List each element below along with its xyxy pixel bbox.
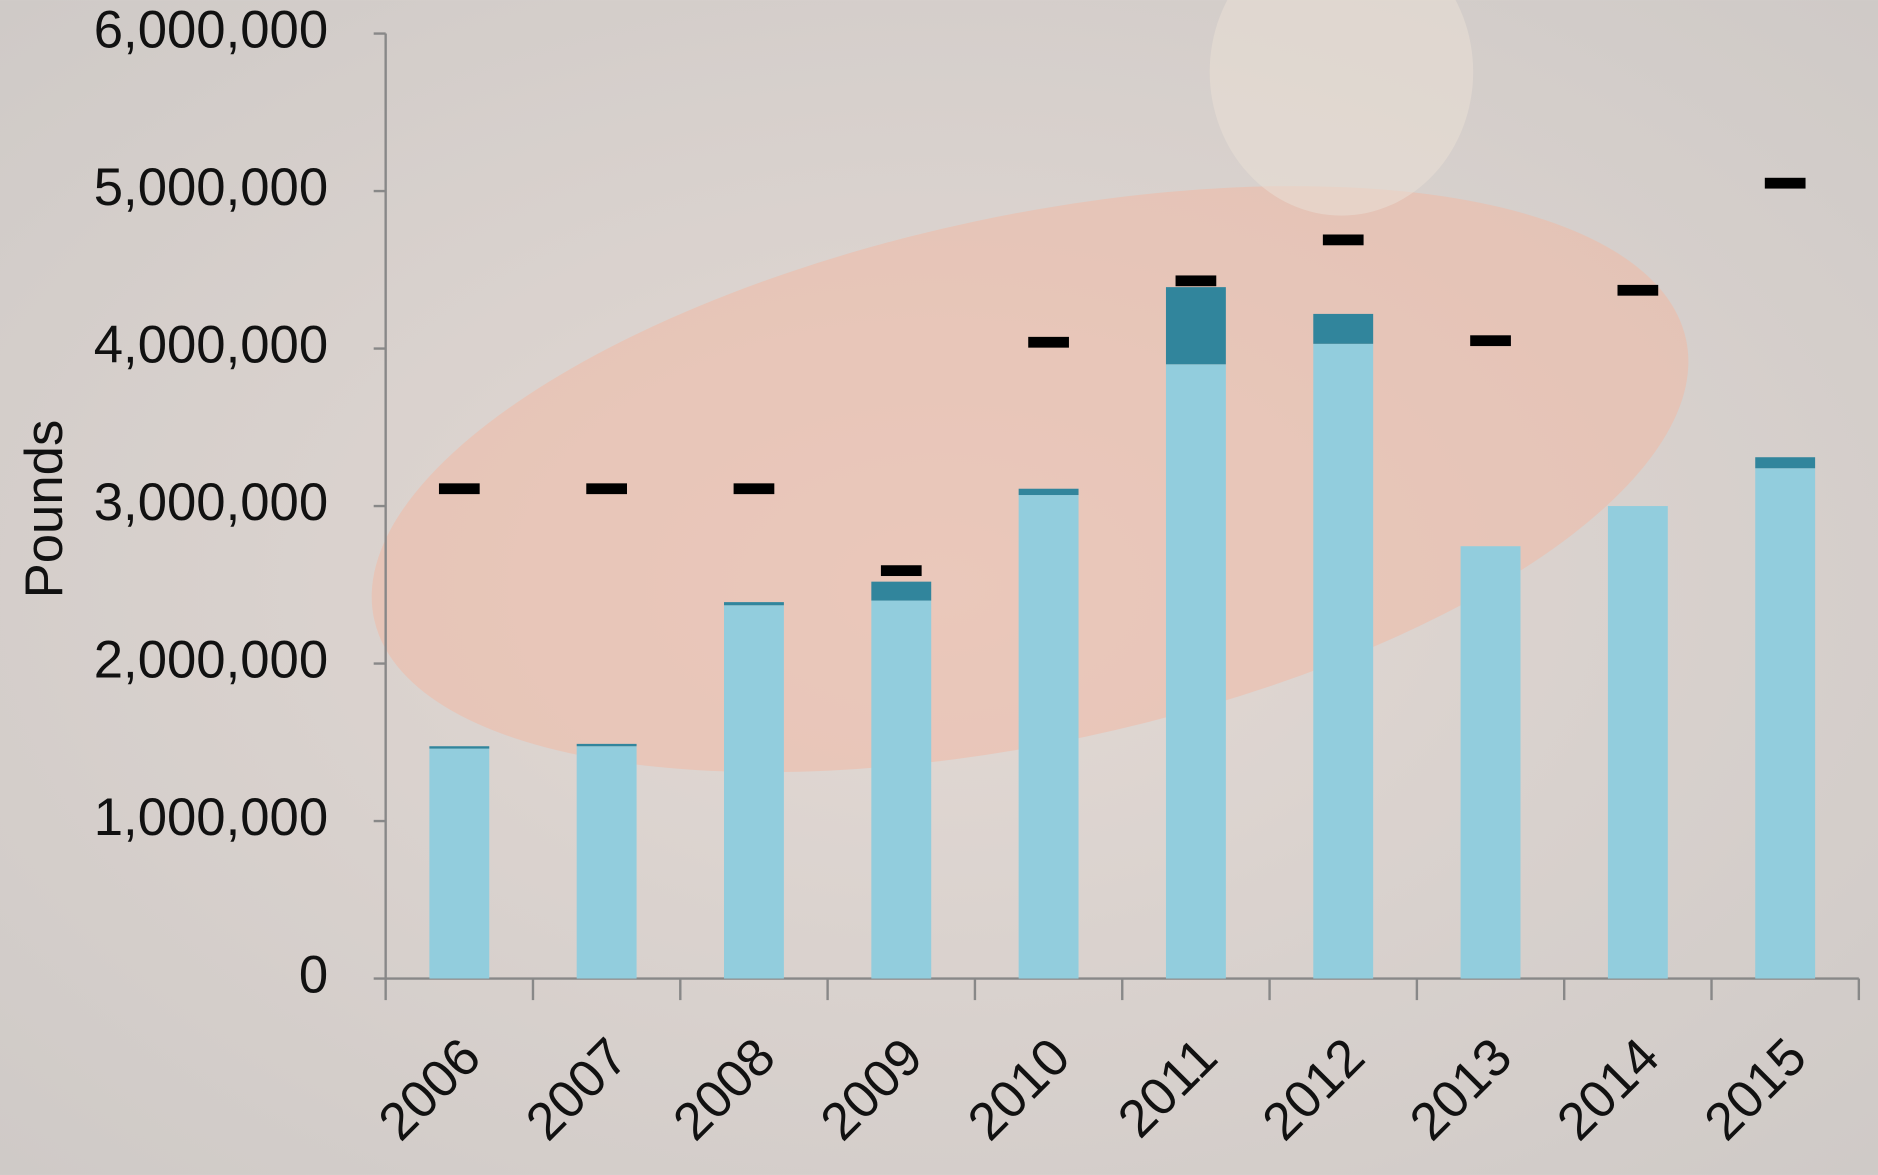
y-tick-label: 0 [299, 945, 328, 1004]
bar-segment [1018, 488, 1079, 496]
bar-segment [1018, 495, 1079, 979]
bar-segment [429, 748, 490, 979]
bar-segment [1460, 546, 1521, 979]
bar-segment [1607, 506, 1668, 979]
bar-segment [1755, 468, 1816, 979]
target-marker [1175, 275, 1217, 287]
y-tick-label: 2,000,000 [94, 630, 328, 689]
target-marker [586, 483, 627, 495]
target-marker [1470, 335, 1511, 347]
bar-segment [576, 743, 637, 747]
bar-segment [429, 746, 490, 749]
target-marker [1764, 177, 1806, 189]
bar-segment [724, 602, 784, 606]
bar-segment [1313, 343, 1374, 979]
bar-segment [1165, 364, 1226, 979]
bar-segment [576, 746, 637, 979]
bar-segment [724, 605, 784, 979]
y-tick-label: 1,000,000 [94, 788, 328, 847]
y-tick-label: 6,000,000 [94, 0, 328, 59]
y-axis-label: Pounds [15, 420, 74, 599]
y-tick-label: 3,000,000 [94, 473, 328, 532]
bar-segment [1165, 287, 1226, 365]
target-marker [733, 483, 775, 495]
y-tick-label: 4,000,000 [94, 315, 328, 374]
y-tick-label: 5,000,000 [94, 158, 328, 217]
target-marker [1028, 336, 1069, 348]
target-marker [880, 565, 922, 577]
bar-segment [1313, 313, 1374, 344]
target-marker [1322, 234, 1364, 246]
bar-segment [1755, 457, 1816, 469]
background-person [1209, 0, 1474, 216]
target-marker [1617, 284, 1659, 296]
bar-segment [871, 600, 932, 979]
bar-segment [871, 581, 932, 601]
target-marker [438, 483, 480, 495]
